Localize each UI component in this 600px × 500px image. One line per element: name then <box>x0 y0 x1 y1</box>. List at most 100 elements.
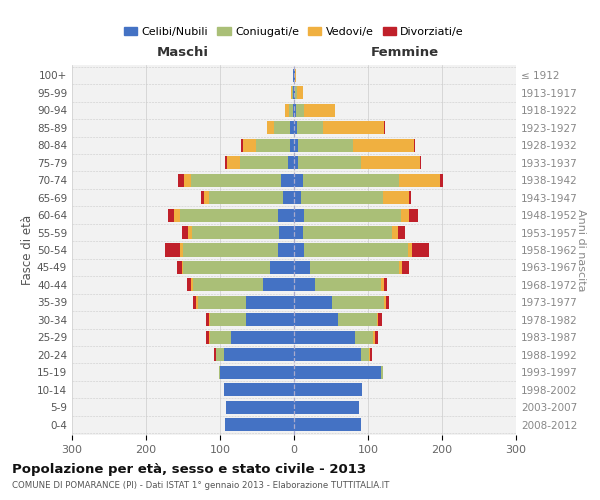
Bar <box>294 366 382 378</box>
Bar <box>294 348 361 362</box>
Bar <box>294 278 315 291</box>
Bar <box>398 226 405 239</box>
Bar <box>202 191 205 204</box>
Bar <box>289 104 293 117</box>
Bar <box>310 261 399 274</box>
Bar <box>206 314 209 326</box>
Bar <box>294 191 301 204</box>
Bar <box>183 244 278 256</box>
Bar <box>187 278 191 291</box>
Bar <box>323 122 383 134</box>
Bar <box>294 122 297 134</box>
Bar <box>211 314 246 326</box>
Bar <box>297 122 323 134</box>
Bar <box>298 138 353 152</box>
Bar <box>227 156 240 170</box>
Bar <box>231 330 294 344</box>
Bar <box>283 191 294 204</box>
Bar <box>383 278 387 291</box>
Bar <box>193 278 263 291</box>
Bar <box>271 261 294 274</box>
Bar <box>294 330 355 344</box>
Bar <box>182 226 188 239</box>
Bar <box>192 226 279 239</box>
Bar <box>209 314 211 326</box>
Bar <box>220 366 294 378</box>
Bar <box>304 244 408 256</box>
Bar <box>293 86 294 100</box>
Bar <box>291 86 292 100</box>
Bar <box>294 156 298 170</box>
Bar <box>374 330 377 344</box>
Bar <box>294 383 362 396</box>
Bar <box>178 174 184 186</box>
Bar <box>294 314 338 326</box>
Bar <box>294 174 303 186</box>
Bar <box>379 314 382 326</box>
Bar <box>377 314 379 326</box>
Bar <box>209 191 283 204</box>
Text: Maschi: Maschi <box>157 46 209 59</box>
Bar <box>294 261 310 274</box>
Bar <box>294 138 298 152</box>
Text: Femmine: Femmine <box>371 46 439 59</box>
Bar <box>294 104 296 117</box>
Bar <box>263 278 294 291</box>
Bar <box>294 244 304 256</box>
Bar <box>297 86 303 100</box>
Bar <box>304 208 401 222</box>
Bar <box>211 330 231 344</box>
Bar <box>281 174 294 186</box>
Bar <box>293 69 294 82</box>
Bar <box>274 122 290 134</box>
Bar <box>383 191 409 204</box>
Bar <box>303 174 399 186</box>
Bar <box>408 244 412 256</box>
Bar <box>392 226 398 239</box>
Text: Popolazione per età, sesso e stato civile - 2013: Popolazione per età, sesso e stato civil… <box>12 462 366 475</box>
Bar <box>290 138 294 152</box>
Bar <box>182 261 183 274</box>
Bar <box>295 69 296 82</box>
Bar <box>401 208 409 222</box>
Bar <box>180 208 278 222</box>
Bar <box>292 86 293 100</box>
Bar <box>399 261 402 274</box>
Bar <box>332 296 384 309</box>
Bar <box>174 208 180 222</box>
Bar <box>361 156 420 170</box>
Bar <box>296 104 304 117</box>
Bar <box>246 296 294 309</box>
Bar <box>241 138 243 152</box>
Bar <box>196 296 198 309</box>
Bar <box>215 348 216 362</box>
Bar <box>290 122 294 134</box>
Bar <box>412 244 428 256</box>
Bar <box>384 296 386 309</box>
Bar <box>266 122 274 134</box>
Bar <box>246 314 294 326</box>
Bar <box>183 261 271 274</box>
Bar <box>209 330 211 344</box>
Bar <box>303 226 392 239</box>
Bar <box>288 156 294 170</box>
Bar <box>353 138 414 152</box>
Bar <box>188 226 192 239</box>
Bar <box>361 348 370 362</box>
Bar <box>285 104 289 117</box>
Bar <box>225 418 294 431</box>
Bar <box>301 191 383 204</box>
Bar <box>294 86 295 100</box>
Bar <box>304 104 335 117</box>
Text: COMUNE DI POMARANCE (PI) - Dati ISTAT 1° gennaio 2013 - Elaborazione TUTTITALIA.: COMUNE DI POMARANCE (PI) - Dati ISTAT 1°… <box>12 481 389 490</box>
Bar <box>198 296 246 309</box>
Bar <box>165 244 180 256</box>
Bar <box>295 86 297 100</box>
Bar <box>240 156 288 170</box>
Bar <box>293 104 294 117</box>
Bar <box>373 330 374 344</box>
Legend: Celibi/Nubili, Coniugati/e, Vedovi/e, Divorziati/e: Celibi/Nubili, Coniugati/e, Vedovi/e, Di… <box>119 22 469 42</box>
Bar <box>409 208 418 222</box>
Bar <box>216 348 224 362</box>
Bar <box>279 226 294 239</box>
